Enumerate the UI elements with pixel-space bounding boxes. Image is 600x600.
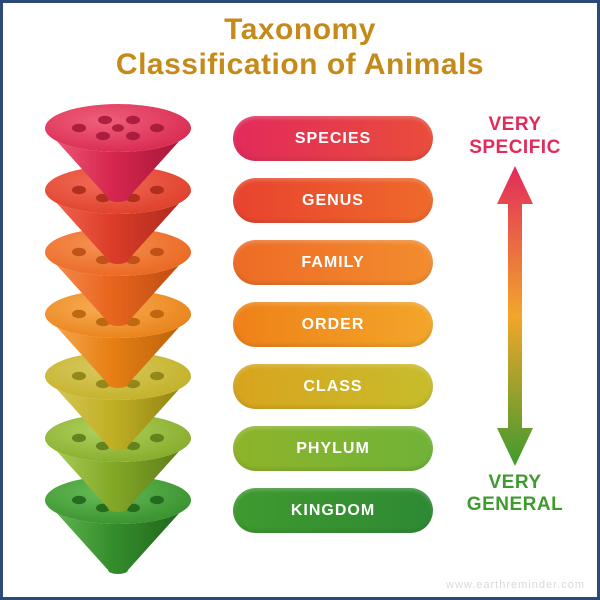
pill-phylum: PHYLUM (233, 426, 433, 471)
pill-class: CLASS (233, 364, 433, 409)
arrow-bottom-line1: VERY (455, 472, 575, 495)
arrow-column: VERY SPECIFIC VERY GENERAL (455, 114, 575, 517)
pill-genus: GENUS (233, 178, 433, 223)
title-line-1: Taxonomy (3, 13, 597, 48)
pill-order: ORDER (233, 302, 433, 347)
infographic-frame: Taxonomy Classification of Animals (0, 0, 600, 600)
pill-family: FAMILY (233, 240, 433, 285)
title-line-2: Classification of Animals (3, 48, 597, 83)
pill-kingdom: KINGDOM (233, 488, 433, 533)
funnel-species (33, 102, 203, 197)
content-area: SPECIES GENUS FAMILY ORDER CLASS PHYLUM KINGDO… (3, 108, 597, 597)
watermark: www.earthreminder.com (446, 579, 585, 591)
arrow-svg (495, 166, 535, 466)
arrow-top-line2: SPECIFIC (455, 137, 575, 160)
page-title: Taxonomy Classification of Animals (3, 13, 597, 82)
pill-column: SPECIES GENUS FAMILY ORDER CLASS PHYLUM KINGDO… (233, 116, 433, 550)
double-arrow (495, 166, 535, 466)
arrow-bottom-line2: GENERAL (455, 494, 575, 517)
arrow-shape (497, 166, 533, 466)
pill-species: SPECIES (233, 116, 433, 161)
arrow-top-label: VERY SPECIFIC (455, 114, 575, 160)
arrow-bottom-label: VERY GENERAL (455, 472, 575, 518)
arrow-top-line1: VERY (455, 114, 575, 137)
